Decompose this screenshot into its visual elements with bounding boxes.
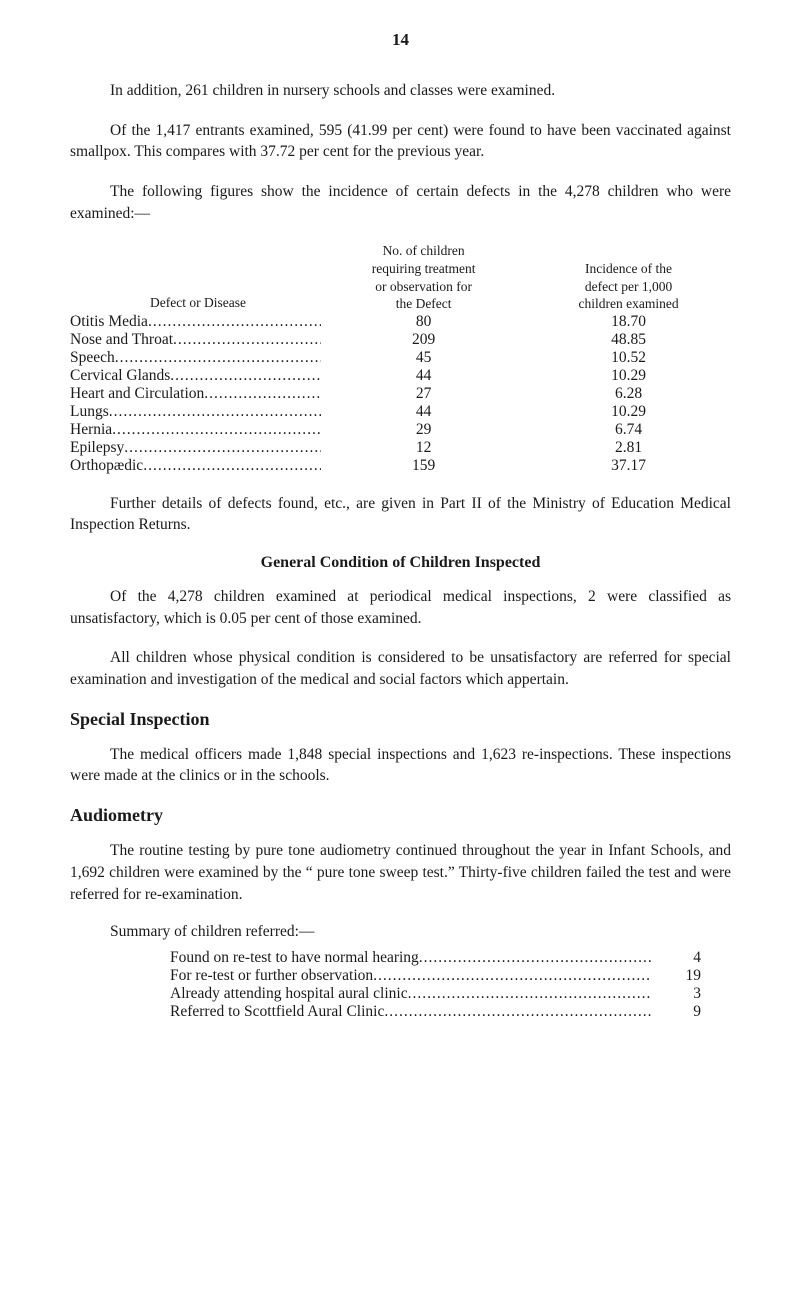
summary-value: 19 — [651, 967, 701, 985]
col1-header: Defect or Disease — [70, 295, 321, 313]
summary-value: 4 — [651, 949, 701, 967]
summary-value: 9 — [651, 1003, 701, 1021]
intro-paragraph-2: Of the 1,417 entrants examined, 595 (41.… — [70, 120, 731, 163]
defect-incidence: 48.85 — [526, 331, 731, 349]
defect-count: 159 — [321, 457, 526, 475]
summary-title: Summary of children referred:— — [70, 923, 731, 941]
summary-row: Found on re-test to have normal hearing … — [70, 949, 731, 967]
defect-incidence: 10.52 — [526, 349, 731, 367]
table-header: No. of children — [70, 242, 731, 260]
defect-table: No. of children requiring treatment Inci… — [70, 242, 731, 474]
summary-label: For re-test or further observation .....… — [170, 967, 651, 985]
col2-header-line2: requiring treatment — [321, 260, 526, 278]
defect-name: Otitis Media ...........................… — [70, 313, 321, 331]
table-header: requiring treatment Incidence of the — [70, 260, 731, 278]
defect-count: 29 — [321, 421, 526, 439]
col2-header-line1: No. of children — [321, 242, 526, 260]
table-header: or observation for defect per 1,000 — [70, 278, 731, 296]
si-paragraph-1: The medical officers made 1,848 special … — [70, 744, 731, 787]
summary-row: Already attending hospital aural clinic … — [70, 985, 731, 1003]
special-inspection-heading: Special Inspection — [70, 709, 731, 730]
col2-header-line3: or observation for — [321, 278, 526, 296]
intro-paragraph-3: The following figures show the incidence… — [70, 181, 731, 224]
defect-incidence: 18.70 — [526, 313, 731, 331]
gc-paragraph-1: Of the 4,278 children examined at period… — [70, 586, 731, 629]
defect-name: Orthopædic .............................… — [70, 457, 321, 475]
defect-incidence: 10.29 — [526, 367, 731, 385]
table-header: Defect or Disease the Defect children ex… — [70, 295, 731, 313]
defect-name: Epilepsy ...............................… — [70, 439, 321, 457]
audiometry-heading: Audiometry — [70, 805, 731, 826]
summary-label: Referred to Scottfield Aural Clinic ....… — [170, 1003, 651, 1021]
audio-paragraph-1: The routine testing by pure tone audiome… — [70, 840, 731, 905]
table-row: Speech .................................… — [70, 349, 731, 367]
defect-name: Hernia .................................… — [70, 421, 321, 439]
table-row: Cervical Glands ........................… — [70, 367, 731, 385]
col3-header-line2: defect per 1,000 — [526, 278, 731, 296]
summary-value: 3 — [651, 985, 701, 1003]
col3-header-line1: Incidence of the — [526, 260, 731, 278]
defect-name: Nose and Throat ........................… — [70, 331, 321, 349]
table-row: Heart and Circulation ..................… — [70, 385, 731, 403]
gc-paragraph-2: All children whose physical condition is… — [70, 647, 731, 690]
defect-count: 44 — [321, 403, 526, 421]
col2-header-line4: the Defect — [321, 295, 526, 313]
defect-name: Heart and Circulation ..................… — [70, 385, 321, 403]
table-row: Lungs ..................................… — [70, 403, 731, 421]
defect-incidence: 6.74 — [526, 421, 731, 439]
defect-count: 209 — [321, 331, 526, 349]
page-number: 14 — [70, 30, 731, 50]
defect-count: 27 — [321, 385, 526, 403]
defect-count: 44 — [321, 367, 526, 385]
defect-name: Cervical Glands ........................… — [70, 367, 321, 385]
defect-count: 80 — [321, 313, 526, 331]
table-row: Otitis Media ...........................… — [70, 313, 731, 331]
defect-count: 12 — [321, 439, 526, 457]
defect-incidence: 6.28 — [526, 385, 731, 403]
defect-incidence: 37.17 — [526, 457, 731, 475]
intro-paragraph-1: In addition, 261 children in nursery sch… — [70, 80, 731, 102]
summary-label: Found on re-test to have normal hearing … — [170, 949, 651, 967]
summary-row: For re-test or further observation .....… — [70, 967, 731, 985]
summary-row: Referred to Scottfield Aural Clinic ....… — [70, 1003, 731, 1021]
defect-name: Speech .................................… — [70, 349, 321, 367]
defect-incidence: 2.81 — [526, 439, 731, 457]
defect-incidence: 10.29 — [526, 403, 731, 421]
col3-header-line3: children examined — [526, 295, 731, 313]
summary-label: Already attending hospital aural clinic … — [170, 985, 651, 1003]
table-row: Nose and Throat ........................… — [70, 331, 731, 349]
defect-count: 45 — [321, 349, 526, 367]
table-row: Hernia .................................… — [70, 421, 731, 439]
table-row: Epilepsy ...............................… — [70, 439, 731, 457]
defect-name: Lungs ..................................… — [70, 403, 321, 421]
table-row: Orthopædic .............................… — [70, 457, 731, 475]
after-table-paragraph: Further details of defects found, etc., … — [70, 493, 731, 536]
general-condition-heading: General Condition of Children Inspected — [70, 554, 731, 572]
